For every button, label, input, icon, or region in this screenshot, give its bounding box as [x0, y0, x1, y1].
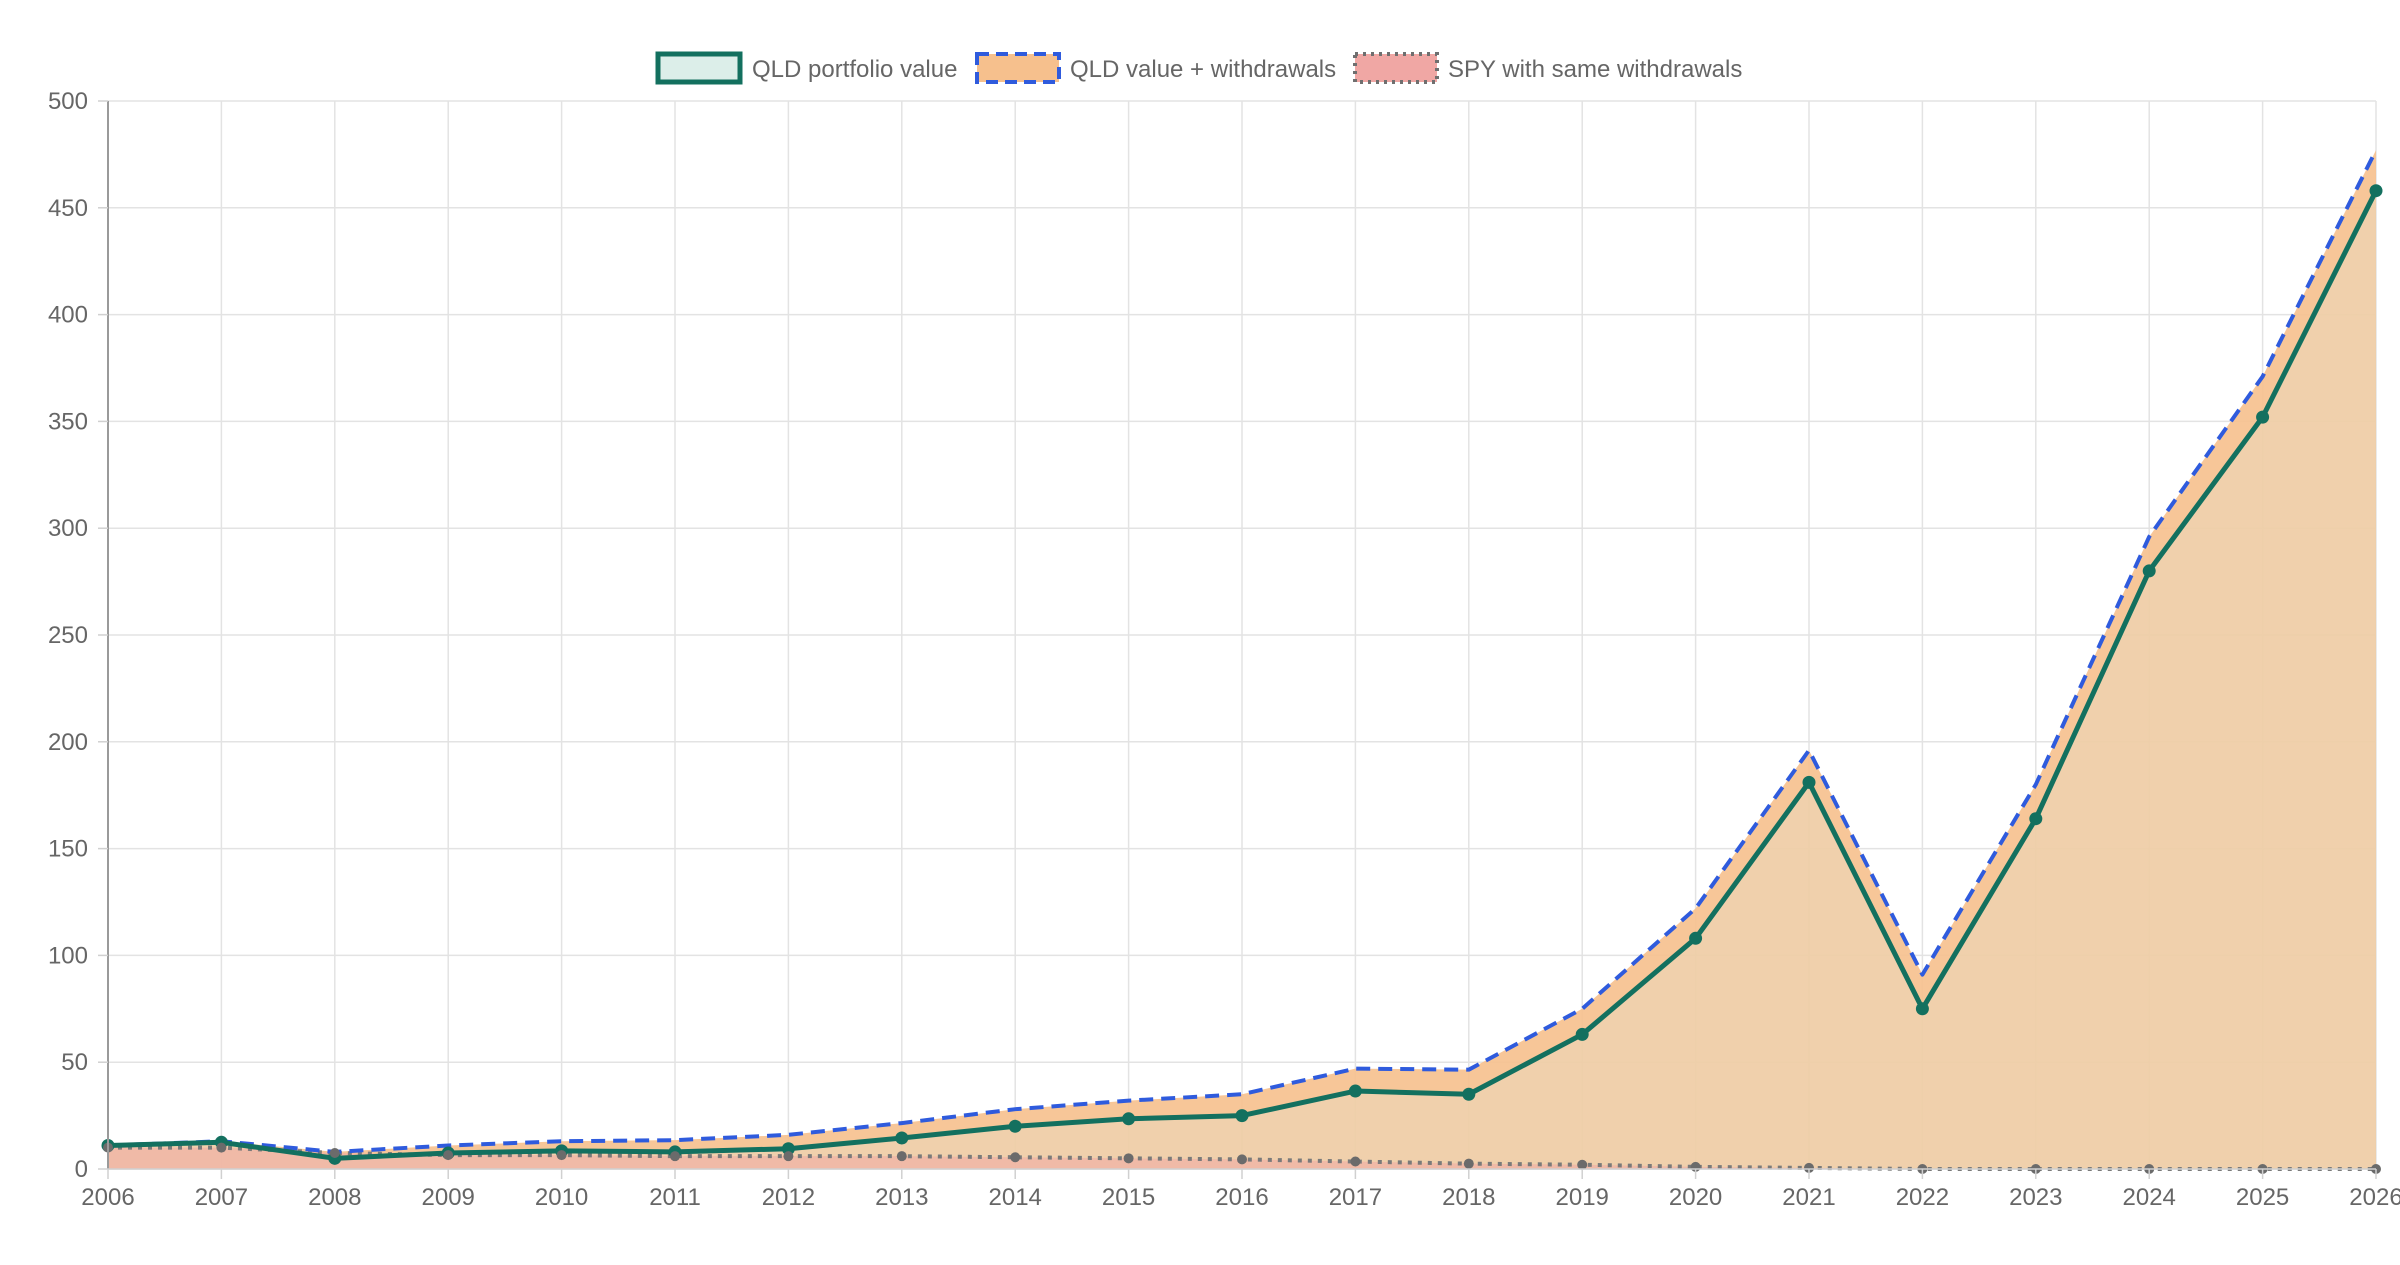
data-point[interactable]	[2142, 564, 2156, 578]
x-tick-label: 2022	[1896, 1184, 1949, 1211]
x-tick-label: 2021	[1782, 1184, 1835, 1211]
area-2	[108, 1147, 2376, 1169]
y-tick-label: 150	[48, 836, 88, 863]
data-point[interactable]	[2256, 410, 2270, 424]
y-tick-label: 250	[48, 622, 88, 649]
y-tick-label: 100	[48, 942, 88, 969]
x-tick-label: 2017	[1329, 1184, 1382, 1211]
x-tick-label: 2019	[1556, 1184, 1609, 1211]
y-tick-label: 400	[48, 302, 88, 329]
y-tick-label: 300	[48, 515, 88, 542]
data-point[interactable]	[1462, 1087, 1476, 1101]
data-point[interactable]	[1348, 1084, 1362, 1098]
data-point[interactable]	[1575, 1027, 1589, 1041]
x-tick-label: 2012	[762, 1184, 815, 1211]
legend[interactable]: QLD portfolio value QLD value + withdrawa…	[655, 51, 1742, 85]
y-tick-label: 200	[48, 729, 88, 756]
y-tick-label: 0	[75, 1156, 88, 1183]
x-tick-label: 2013	[875, 1184, 928, 1211]
data-point[interactable]	[895, 1131, 909, 1145]
x-tick-label: 2014	[989, 1184, 1042, 1211]
x-tick-label: 2024	[2123, 1184, 2176, 1211]
x-tick-label: 2025	[2236, 1184, 2289, 1211]
data-point[interactable]	[1122, 1112, 1136, 1126]
x-tick-label: 2010	[535, 1184, 588, 1211]
x-tick-label: 2008	[308, 1184, 361, 1211]
data-point[interactable]	[329, 1147, 340, 1158]
data-point[interactable]	[783, 1151, 794, 1162]
area-1	[108, 150, 2376, 1170]
legend-item-1[interactable]: QLD value + withdrawals	[975, 52, 1336, 84]
data-point[interactable]	[670, 1151, 680, 1162]
data-point[interactable]	[2029, 812, 2043, 826]
y-tick-label: 50	[61, 1049, 88, 1076]
x-tick-label: 2020	[1669, 1184, 1722, 1211]
data-point[interactable]	[443, 1150, 454, 1161]
y-tick-label: 350	[48, 408, 88, 435]
series-areas	[108, 150, 2376, 1170]
x-tick-label: 2007	[195, 1184, 248, 1211]
legend-swatch	[655, 51, 743, 85]
x-tick-label: 2011	[649, 1184, 701, 1211]
legend-label: SPY with same withdrawals	[1448, 56, 1742, 83]
data-point[interactable]	[216, 1142, 227, 1153]
x-tick-label: 2009	[422, 1184, 475, 1211]
data-point[interactable]	[1577, 1159, 1588, 1170]
data-point[interactable]	[1689, 931, 1703, 945]
data-point[interactable]	[1463, 1158, 1474, 1169]
legend-label: QLD portfolio value	[752, 56, 957, 83]
x-tick-label: 2016	[1215, 1184, 1268, 1211]
legend-swatch	[975, 52, 1061, 84]
x-tick-label: 2018	[1442, 1184, 1495, 1211]
data-point[interactable]	[781, 1142, 795, 1156]
legend-item-0[interactable]: QLD portfolio value	[655, 51, 957, 85]
axes: 0 50 100 150 200 250 300 350 400 450 500 2006 2007 20…	[48, 88, 2400, 1211]
x-tick-label: 2006	[81, 1184, 134, 1211]
y-tick-label: 500	[48, 88, 88, 115]
data-point[interactable]	[1010, 1152, 1021, 1163]
x-tick-label: 2026	[2349, 1184, 2400, 1211]
data-point[interactable]	[1350, 1156, 1361, 1167]
data-point[interactable]	[1915, 1002, 1929, 1016]
x-tick-label: 2015	[1102, 1184, 1155, 1211]
y-tick-label: 450	[48, 195, 88, 222]
area-0	[108, 190, 2376, 1169]
data-point[interactable]	[1237, 1154, 1247, 1165]
x-tick-label: 2023	[2009, 1184, 2062, 1211]
legend-label: QLD value + withdrawals	[1070, 56, 1336, 83]
data-point[interactable]	[1008, 1119, 1022, 1133]
data-point[interactable]	[2369, 184, 2383, 198]
data-point[interactable]	[896, 1151, 907, 1162]
legend-swatch	[1353, 52, 1439, 84]
data-point[interactable]	[1123, 1153, 1134, 1164]
data-point[interactable]	[1802, 775, 1816, 789]
legend-item-2[interactable]: SPY with same withdrawals	[1353, 52, 1742, 84]
data-point[interactable]	[1235, 1109, 1249, 1123]
data-point[interactable]	[556, 1150, 567, 1161]
series-line-1	[107, 149, 2378, 1154]
data-point[interactable]	[1804, 1162, 1814, 1173]
